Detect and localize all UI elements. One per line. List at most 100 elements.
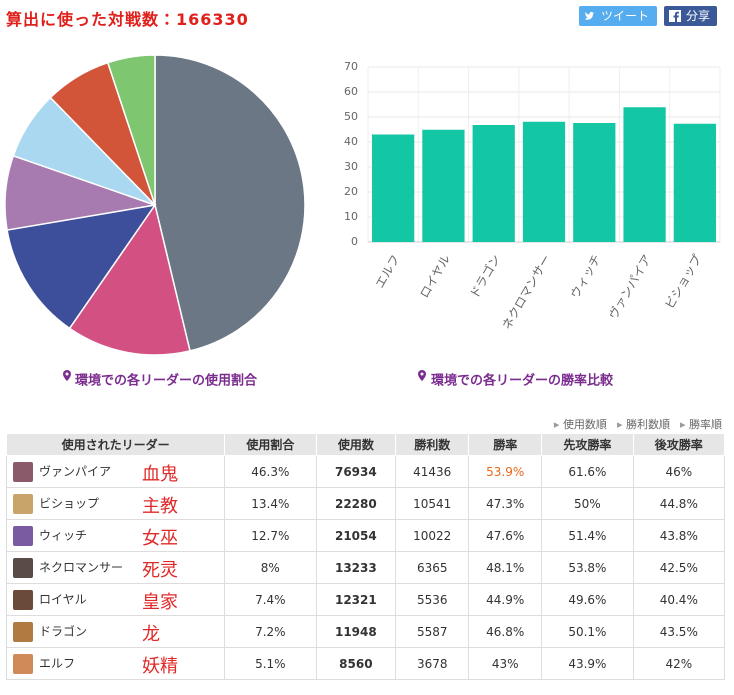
table-cell: 48.1% <box>468 551 543 584</box>
leader-table: 使用されたリーダー 使用割合 使用数 勝利数 勝率 先攻勝率 後攻勝率 ヴァンパイア 血鬼 46.… <box>5 433 726 680</box>
table-cell: 42% <box>632 647 726 680</box>
table-row: ビショップ 主教 13.4% 22280 10541 47.3% 50% 44.8% <box>5 487 726 520</box>
table-row: ロイヤル 皇家 7.4% 12321 5536 44.9% 49.6% 40.4% <box>5 583 726 616</box>
x-tick-label: ネクロマンサー <box>499 252 553 332</box>
leader-note: 主教 <box>142 496 178 517</box>
x-tick-label: ウィッチ <box>568 252 604 301</box>
y-tick-label: 0 <box>351 235 358 248</box>
leader-icon <box>13 525 33 546</box>
y-tick-label: 60 <box>344 85 358 98</box>
bar <box>673 123 716 242</box>
x-tick-label: ロイヤル <box>417 252 453 300</box>
leader-cell: ドラゴン 龙 <box>5 615 226 648</box>
table-cell: 43.8% <box>632 519 726 552</box>
sort-link[interactable]: 勝利数順 <box>617 418 670 431</box>
table-cell: 46.8% <box>468 615 543 648</box>
leader-cell: エルフ 妖精 <box>5 647 226 680</box>
table-cell: 40.4% <box>632 583 726 616</box>
table-cell: 50.1% <box>541 615 634 648</box>
leader-note: 血鬼 <box>142 464 178 485</box>
pie-slice <box>6 203 157 330</box>
leader-note: 龙 <box>142 624 160 645</box>
sort-link[interactable]: 使用数順 <box>554 418 607 431</box>
y-tick-label: 20 <box>344 185 358 198</box>
y-tick-label: 30 <box>344 160 358 173</box>
leader-icon <box>13 493 33 514</box>
leader-cell: ヴァンパイア 血鬼 <box>5 455 226 488</box>
table-cell: 11948 <box>315 615 397 648</box>
leader-name: エルフ <box>39 656 76 670</box>
y-tick-label: 10 <box>344 210 358 223</box>
bar <box>422 129 465 242</box>
header-title: 算出に使った対戦数： <box>6 10 177 29</box>
table-cell: 10022 <box>395 519 470 552</box>
table-cell: 44.9% <box>468 583 543 616</box>
leader-cell: ネクロマンサー 死灵 <box>5 551 226 584</box>
share-label: 分享 <box>686 9 711 23</box>
leader-name: ヴァンパイア <box>39 464 112 478</box>
table-cell: 5587 <box>395 615 470 648</box>
table-row: ドラゴン 龙 7.2% 11948 5587 46.8% 50.1% 43.5% <box>5 615 726 648</box>
leader-name: ウィッチ <box>39 528 88 542</box>
table-cell: 8% <box>224 551 317 584</box>
table-cell: 41436 <box>395 455 470 488</box>
leader-icon <box>13 621 33 642</box>
table-cell: 51.4% <box>541 519 634 552</box>
bar <box>573 123 616 242</box>
table-cell: 50% <box>541 487 634 520</box>
table-row: ヴァンパイア 血鬼 46.3% 76934 41436 53.9% 61.6% 46% <box>5 455 726 488</box>
x-tick-label: ヴァンパイア <box>605 252 654 322</box>
leader-cell: ビショップ 主教 <box>5 487 226 520</box>
table-cell: 46% <box>632 455 726 488</box>
tweet-button[interactable]: ツイート <box>579 6 657 26</box>
table-cell: 3678 <box>395 647 470 680</box>
twitter-icon <box>585 11 595 20</box>
pin-icon <box>63 370 71 381</box>
x-tick-label: ビショップ <box>662 252 704 311</box>
y-tick-label: 40 <box>344 135 358 148</box>
table-cell: 6365 <box>395 551 470 584</box>
table-cell: 5.1% <box>224 647 317 680</box>
match-count: 166330 <box>176 10 249 29</box>
table-cell: 7.4% <box>224 583 317 616</box>
table-cell: 47.3% <box>468 487 543 520</box>
pie-slice <box>106 54 156 206</box>
table-cell: 76934 <box>315 455 397 488</box>
pie-slice <box>154 54 306 352</box>
leader-note: 死灵 <box>142 560 178 581</box>
leader-icon <box>13 557 33 578</box>
table-cell: 13233 <box>315 551 397 584</box>
leader-note: 皇家 <box>142 592 178 613</box>
table-cell: 5536 <box>395 583 470 616</box>
bar <box>472 125 515 242</box>
leader-cell: ウィッチ 女巫 <box>5 519 226 552</box>
table-header: 使用されたリーダー 使用割合 使用数 勝利数 勝率 先攻勝率 後攻勝率 <box>5 433 726 456</box>
column-header: 勝率 <box>468 433 543 456</box>
y-tick-label: 70 <box>344 60 358 73</box>
column-header: 後攻勝率 <box>632 433 726 456</box>
sort-link[interactable]: 勝率順 <box>680 418 722 431</box>
table-cell: 12321 <box>315 583 397 616</box>
table-cell: 22280 <box>315 487 397 520</box>
table-cell: 43.5% <box>632 615 726 648</box>
leader-cell: ロイヤル 皇家 <box>5 583 226 616</box>
table-row: エルフ 妖精 5.1% 8560 3678 43% 43.9% 42% <box>5 647 726 680</box>
pie-slice <box>68 203 191 356</box>
table-cell: 53.9% <box>468 455 543 488</box>
leader-icon <box>13 461 33 482</box>
table-cell: 44.8% <box>632 487 726 520</box>
leader-icon <box>13 589 33 610</box>
table-cell: 47.6% <box>468 519 543 552</box>
tweet-label: ツイート <box>601 9 650 23</box>
header: 算出に使った対戦数：166330 <box>6 6 249 30</box>
share-button[interactable]: 分享 <box>664 6 717 26</box>
x-tick-label: エルフ <box>373 252 403 290</box>
facebook-icon <box>669 10 681 22</box>
leader-note: 妖精 <box>142 656 178 677</box>
column-header: 勝利数 <box>395 433 470 456</box>
table-cell: 13.4% <box>224 487 317 520</box>
table-cell: 12.7% <box>224 519 317 552</box>
pie-caption: 環境での各リーダーの使用割合 <box>75 373 258 389</box>
table-row: ネクロマンサー 死灵 8% 13233 6365 48.1% 53.8% 42.5% <box>5 551 726 584</box>
y-tick-label: 50 <box>344 110 358 123</box>
